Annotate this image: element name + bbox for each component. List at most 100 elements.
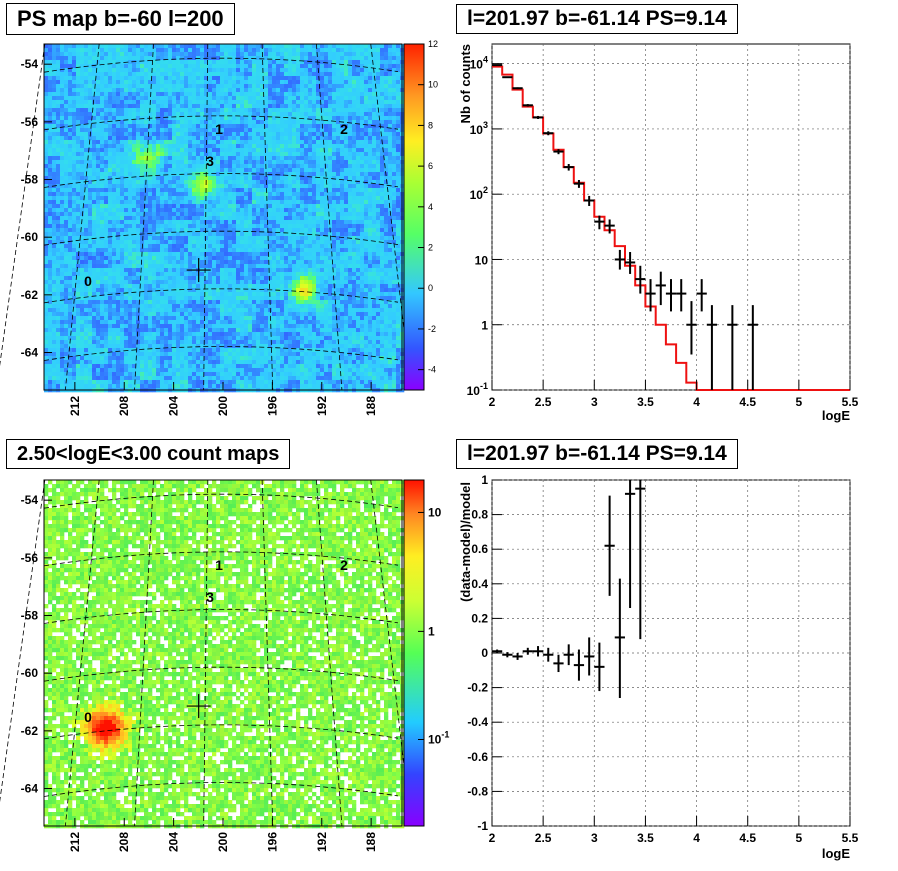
ps-map-cell (112, 364, 117, 369)
ps-map-cell (160, 160, 165, 165)
ps-map-cell (148, 336, 153, 341)
ps-map-cell (240, 224, 245, 229)
ps-map-cell (92, 156, 97, 161)
ps-map-cell (256, 240, 261, 245)
ps-map-cell (188, 176, 193, 181)
ps-map-cell (264, 100, 269, 105)
ps-map-cell (196, 112, 201, 117)
ps-map-cell (228, 64, 233, 69)
ps-map-cell (244, 224, 249, 229)
ps-map-cell (116, 108, 121, 113)
ps-map-cell (52, 80, 57, 85)
ps-map-cell (192, 160, 197, 165)
ps-map-cell (56, 268, 61, 273)
ps-map-cell (164, 236, 169, 241)
ps-map-cell (156, 336, 161, 341)
ps-map-cell (224, 108, 229, 113)
ps-map-cell (144, 292, 149, 297)
ps-map-cell (104, 236, 109, 241)
ps-map-cell (96, 112, 101, 117)
ps-map-cell (216, 336, 221, 341)
ps-map-cell (148, 304, 153, 309)
ps-map-cell (240, 124, 245, 129)
ps-map-cell (208, 228, 213, 233)
ps-map-cell (212, 268, 217, 273)
ps-map-cell (180, 156, 185, 161)
ps-map-cell (228, 116, 233, 121)
ps-map-cell (164, 248, 169, 253)
ps-map-cell (92, 204, 97, 209)
ps-map-cell (252, 380, 257, 385)
ps-map-cell (208, 296, 213, 301)
ps-map-cell (80, 244, 85, 249)
ps-map-cell (240, 372, 245, 377)
ps-map-cell (144, 84, 149, 89)
ps-map-cell (120, 168, 125, 173)
ps-map-cell (56, 224, 61, 229)
ps-map-cell (180, 112, 185, 117)
ps-map-cell (128, 340, 133, 345)
ps-map-cell (184, 100, 189, 105)
ps-map-cell (232, 112, 237, 117)
ps-map-cell (268, 208, 273, 213)
ps-map-cell (56, 364, 61, 369)
ps-map-cell (56, 52, 61, 57)
ps-map-cell (220, 76, 225, 81)
ps-map-cell (164, 292, 169, 297)
ps-map-cell (252, 368, 257, 373)
ps-map-cell (200, 308, 205, 313)
ps-map-cell (108, 384, 113, 389)
ps-map-cell (52, 292, 57, 297)
ps-map-cell (256, 188, 261, 193)
ps-map-cell (176, 284, 181, 289)
ps-map-cell (192, 88, 197, 93)
ps-map-cell (160, 52, 165, 57)
ps-map-cell (84, 384, 89, 389)
ps-map-cell (216, 300, 221, 305)
ps-map-cell (156, 296, 161, 301)
ps-map-cell (188, 68, 193, 73)
ps-map-cell (260, 372, 265, 377)
ps-map-cell (168, 240, 173, 245)
ps-map-cell (160, 136, 165, 141)
ps-map-cell (272, 76, 277, 81)
ps-map-cell (236, 172, 241, 177)
ps-map-cell (228, 92, 233, 97)
ps-map-cell (256, 248, 261, 253)
ps-map-cell (176, 120, 181, 125)
ps-map-cell (252, 176, 257, 181)
ps-map-cell (252, 56, 257, 61)
ps-map-cell (240, 44, 245, 49)
ps-map-cell (260, 92, 265, 97)
ps-map-cell (64, 288, 69, 293)
ps-map-cell (212, 140, 217, 145)
ps-map-cell (268, 92, 273, 97)
ps-map-cell (216, 232, 221, 237)
ps-map-cell (144, 344, 149, 349)
ps-map-cell (128, 236, 133, 241)
ps-map-cell (116, 360, 121, 365)
ps-map-cell (68, 320, 73, 325)
ps-map-cell (264, 312, 269, 317)
ps-map-cell (252, 72, 257, 77)
ps-map-cell (232, 192, 237, 197)
ps-map-cell (240, 192, 245, 197)
ps-map-cell (156, 44, 161, 49)
ps-map-cell (236, 216, 241, 221)
ps-map-cell (248, 132, 253, 137)
ps-map-cell (208, 100, 213, 105)
ps-map-cell (44, 308, 49, 313)
ps-map-cell (96, 340, 101, 345)
ps-map-cell (192, 68, 197, 73)
ps-map-cell (88, 332, 93, 337)
ps-map-cell (188, 256, 193, 261)
ps-map-cell (252, 100, 257, 105)
ps-map-cell (48, 68, 53, 73)
ps-map-cell (68, 356, 73, 361)
ps-map-cell (164, 148, 169, 153)
ps-map-cell (92, 324, 97, 329)
ps-map-cell (164, 104, 169, 109)
ps-map-cell (212, 272, 217, 277)
ps-map-cell (192, 76, 197, 81)
ps-map-cell (172, 136, 177, 141)
